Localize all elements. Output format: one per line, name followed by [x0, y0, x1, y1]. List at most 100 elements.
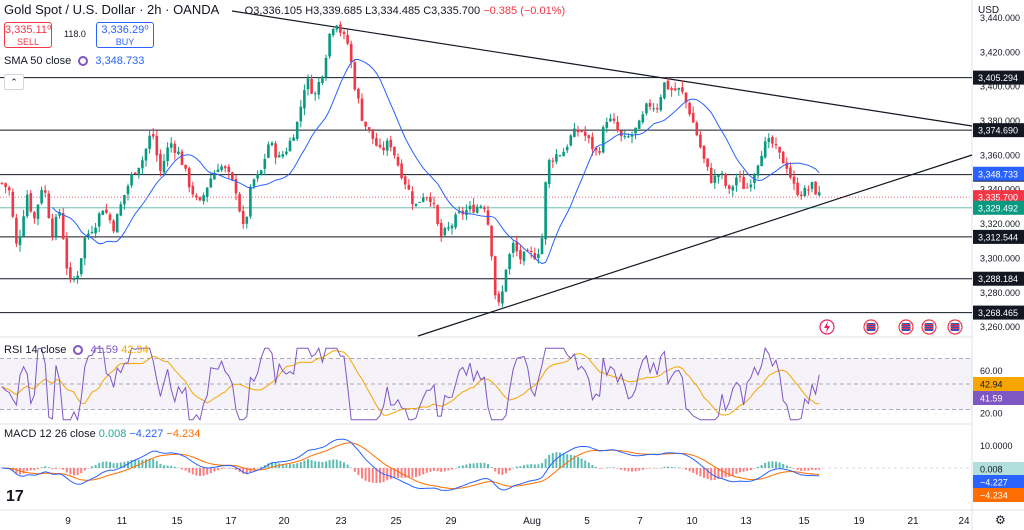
buy-button[interactable]: 3,336.29⁰ BUY: [96, 22, 154, 48]
macd-histogram-bar: [454, 467, 457, 469]
macd-histogram-bar: [728, 468, 731, 477]
candle-body: [148, 135, 151, 149]
macd-histogram-bar: [123, 461, 126, 468]
macd-histogram-bar: [332, 459, 335, 468]
macd-histogram-bar: [674, 467, 677, 468]
candle-body: [555, 154, 558, 162]
us-flag-icon: [901, 323, 911, 331]
macd-histogram-bar: [184, 468, 187, 471]
sma-line: [52, 59, 820, 265]
macd-histogram-bar: [595, 466, 597, 468]
level-price-text: 3,312.544: [978, 232, 1018, 242]
rsi-tick-label: 20.00: [980, 408, 1003, 418]
price-tick-label: 3,400.000: [980, 82, 1020, 92]
candle-body: [353, 62, 357, 90]
macd-histogram-bar: [778, 462, 781, 468]
macd-tick-label: 10.0000: [980, 441, 1013, 451]
us-flag-icon: [924, 323, 934, 331]
candle-body: [493, 256, 497, 296]
macd-histogram-bar: [515, 466, 518, 468]
macd-histogram-bar: [793, 468, 795, 469]
candle-body: [241, 210, 245, 225]
macd-histogram-bar: [109, 461, 111, 468]
macd-histogram-bar: [173, 466, 176, 468]
macd-histogram-bar: [598, 468, 601, 469]
macd-histogram-bar: [526, 464, 529, 468]
time-axis[interactable]: 9 11 15 17 20 23 25 29 Aug 5 7 10 13 15 19 21 24: [65, 516, 970, 527]
settings-icon[interactable]: [73, 345, 84, 355]
tradingview-logo-icon[interactable]: 17: [6, 488, 24, 505]
macd-histogram-bar: [73, 468, 75, 476]
candle-body: [299, 106, 303, 122]
macd-histogram-bar: [429, 468, 432, 472]
macd-histogram-bar: [357, 468, 360, 476]
trendline-support: [417, 154, 973, 337]
macd-histogram-bar: [771, 461, 774, 468]
macd-histogram-bar: [789, 467, 792, 468]
candle-body: [483, 207, 486, 210]
candle-body: [187, 168, 191, 188]
macd-histogram-bar: [137, 459, 140, 468]
macd-histogram-bar: [681, 468, 684, 469]
macd-histogram-bar: [731, 468, 734, 476]
macd-histogram-bar: [562, 453, 565, 468]
macd-histogram-bar: [685, 468, 687, 470]
macd-histogram-bar: [310, 460, 313, 468]
macd-histogram-bar: [170, 465, 173, 468]
candle-body: [36, 204, 40, 219]
macd-histogram-bar: [440, 468, 443, 472]
sell-button[interactable]: 3,335.11⁰ SELL: [4, 22, 52, 48]
macd-histogram-bar: [785, 465, 788, 468]
collapse-chevron-icon[interactable]: ⌃: [4, 74, 24, 90]
macd-histogram-bar: [425, 468, 428, 473]
gear-icon[interactable]: ⚙: [995, 513, 1006, 527]
candle-body: [403, 176, 407, 185]
economic-events[interactable]: [819, 319, 963, 335]
sma-legend[interactable]: SMA 50 close 3,348.733: [4, 55, 144, 67]
candle-body: [310, 79, 313, 94]
macd-histogram-bar: [181, 468, 183, 470]
macd-histogram-bar: [307, 459, 309, 468]
candle-body: [727, 185, 731, 189]
candle-body: [450, 225, 454, 229]
macd-histogram-bar: [335, 459, 338, 468]
macd-histogram-bar: [818, 468, 821, 470]
macd-legend[interactable]: MACD 12 26 close 0.008 −4.227 −4.234: [4, 428, 200, 440]
price-tick-label: 3,280.000: [980, 288, 1020, 298]
currency-label[interactable]: USD: [978, 5, 1000, 16]
candle-body: [216, 169, 220, 173]
candle-body: [479, 206, 483, 208]
macd-histogram-bar: [469, 463, 471, 468]
price-tick-label: 3,340.000: [980, 185, 1020, 195]
macd-histogram-bar: [101, 461, 104, 468]
macd-histogram-bar: [461, 465, 464, 468]
macd-histogram-bar: [364, 468, 367, 481]
candle-body: [378, 144, 382, 148]
rsi-legend[interactable]: RSI 14 close 41.59 42.94: [4, 344, 149, 356]
symbol-title[interactable]: Gold Spot / U.S. Dollar · 2h · OANDA: [4, 2, 220, 17]
macd-histogram-bar: [580, 458, 583, 468]
candle-body: [778, 146, 781, 153]
candle-body: [220, 166, 223, 171]
candle-body: [418, 202, 421, 204]
macd-histogram-bar: [343, 462, 345, 468]
candle-body: [637, 120, 641, 129]
sell-price: 3,335.11⁰: [5, 24, 52, 36]
candle-body: [119, 204, 123, 216]
macd-histogram-bar: [577, 456, 579, 468]
trend-lines[interactable]: [231, 10, 973, 337]
macd-histogram-bar: [281, 464, 284, 468]
macd-histogram-bar: [436, 468, 439, 472]
candle-body: [101, 210, 105, 216]
macd-histogram-bar: [616, 468, 619, 469]
horizontal-levels[interactable]: [0, 77, 972, 314]
macd-value-tag-text: −4.227: [980, 478, 1008, 488]
candle-body: [303, 90, 306, 109]
candle-body: [184, 164, 187, 169]
price-axis[interactable]: 3,440.000 3,420.000 3,400.000 3,380.000 3,36…: [973, 13, 1024, 502]
candle-body: [105, 209, 108, 213]
settings-icon[interactable]: [78, 56, 89, 66]
ohlc-text: O3,336.105 H3,339.685 L3,334.485 C3,335.…: [244, 5, 481, 17]
macd-histogram-bar: [152, 459, 155, 468]
